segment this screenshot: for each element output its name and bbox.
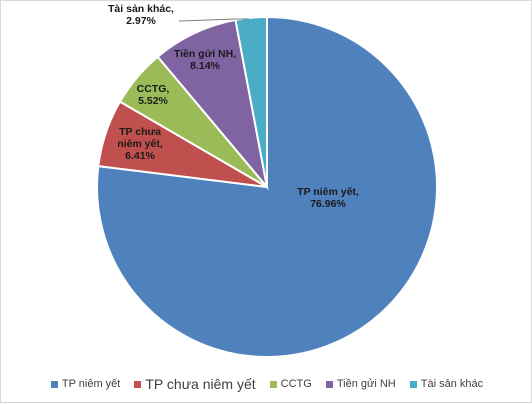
legend: TP niêm yết TP chưa niêm yết CCTG Tiền g… bbox=[1, 375, 532, 393]
slice-data-label: TP chưa niêm yết, 6.41% bbox=[117, 126, 163, 162]
legend-label: TP niêm yết bbox=[61, 378, 121, 390]
legend-swatch bbox=[325, 380, 333, 388]
legend-item-tp-niem-yet: TP niêm yết bbox=[50, 378, 121, 390]
slice-data-label: Tiền gửi NH, 8.14% bbox=[174, 48, 236, 72]
slice-data-label: Tài sản khác, 2.97% bbox=[108, 3, 174, 27]
legend-swatch bbox=[134, 380, 142, 388]
legend-item-tien-gui-nh: Tiền gửi NH bbox=[325, 378, 396, 390]
legend-item-tp-chua-niem-yet: TP chưa niêm yết bbox=[134, 376, 256, 392]
slice-data-label: CCTG, 5.52% bbox=[137, 83, 170, 107]
legend-item-tai-san-khac: Tài sản khác bbox=[409, 378, 484, 390]
pie-slice-0 bbox=[96, 15, 438, 358]
legend-label: CCTG bbox=[280, 378, 312, 390]
pie-slice-3 bbox=[156, 18, 269, 191]
legend-swatch bbox=[409, 380, 417, 388]
pie-slice-4 bbox=[234, 15, 268, 188]
legend-swatch bbox=[50, 380, 58, 388]
legend-swatch bbox=[269, 380, 277, 388]
slice-data-label: TP niêm yết, 76.96% bbox=[297, 186, 359, 210]
leader-line bbox=[178, 18, 249, 22]
legend-item-cctg: CCTG bbox=[269, 378, 312, 390]
legend-label: TP chưa niêm yết bbox=[145, 376, 256, 392]
legend-label: Tài sản khác bbox=[420, 378, 484, 390]
legend-label: Tiền gửi NH bbox=[336, 378, 396, 390]
